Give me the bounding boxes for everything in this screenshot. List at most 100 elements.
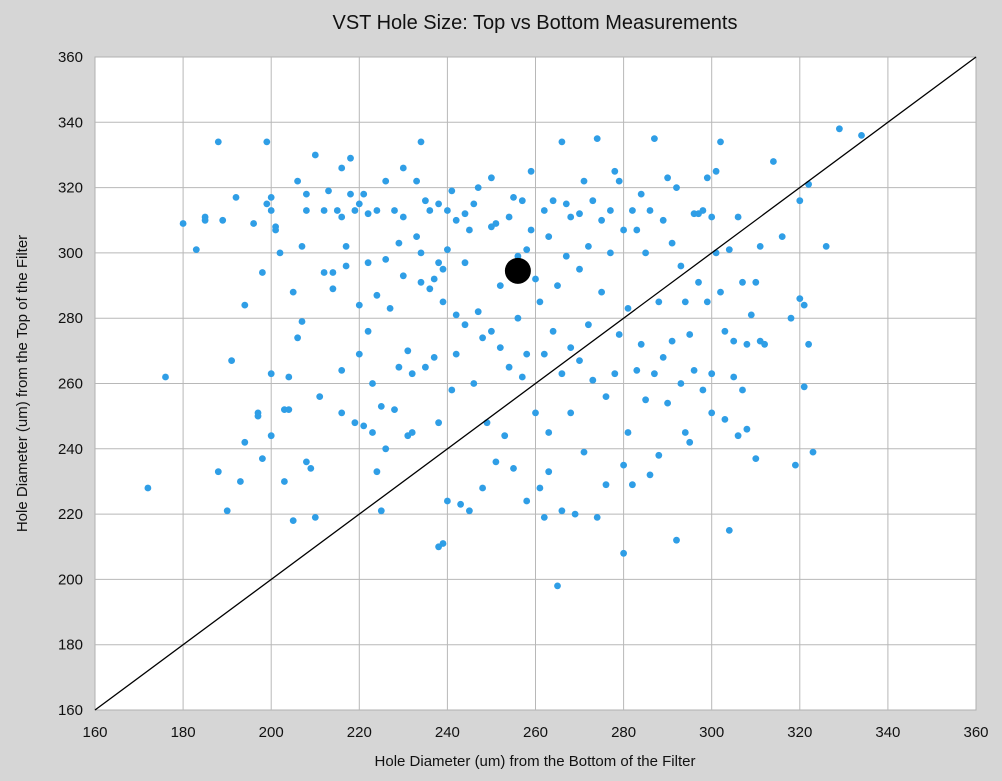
data-points [144,125,865,590]
data-point [690,367,698,374]
data-point [624,305,632,312]
data-point [413,233,420,241]
data-point [721,416,729,423]
data-point [576,210,583,218]
data-point [787,314,795,322]
data-point [642,396,649,404]
data-point [739,278,746,286]
y-tick-label: 220 [58,506,83,523]
data-point [567,409,575,417]
data-point [686,331,694,338]
data-point [219,216,227,224]
data-point [598,216,605,224]
data-point [395,363,403,371]
data-point [360,190,368,198]
data-point [285,373,293,381]
data-point [430,354,438,361]
y-tick-label: 300 [58,245,83,262]
data-point [545,429,553,436]
data-point [466,226,473,234]
data-point [532,409,539,417]
data-point [430,275,438,283]
data-point [276,249,284,257]
data-point [417,249,425,257]
data-point [677,262,685,270]
data-point [307,465,315,472]
data-point [395,239,403,247]
data-point [422,363,429,371]
data-point [325,187,332,195]
data-point [699,207,707,214]
data-point [809,448,817,456]
data-point [673,184,680,192]
data-point [607,249,614,257]
x-tick-label: 340 [875,724,900,741]
data-point [311,151,319,159]
data-point [237,478,244,485]
data-point [822,243,830,250]
data-point [540,207,548,214]
data-point [545,233,553,241]
data-point [492,220,500,227]
data-point [426,207,434,214]
data-point [620,461,627,469]
data-point [637,190,645,198]
x-tick-label: 200 [259,724,284,741]
x-tick-labels: 160 180 200 220 240 260 280 300 320 340 360 [82,724,988,741]
data-point [620,549,627,557]
data-point [364,327,372,335]
data-point [633,367,641,374]
data-point [651,135,658,143]
data-point [664,174,671,182]
data-point [496,282,504,289]
data-point [448,386,456,394]
x-axis-title: Hole Diameter (um) from the Bottom of th… [375,753,696,770]
data-point [602,393,610,400]
data-point [488,327,495,335]
data-point [320,207,328,214]
data-point [267,370,275,378]
data-point [338,367,346,374]
data-point [540,514,548,521]
data-point [444,246,451,254]
data-point [805,180,812,188]
data-point [435,419,442,427]
data-point [510,465,517,472]
data-point [373,207,381,214]
data-point [223,507,231,515]
data-point [589,197,597,205]
data-point [338,164,346,172]
data-point [285,406,293,413]
data-point [752,278,760,286]
data-point [558,370,566,378]
data-point [770,158,777,165]
data-point [360,422,368,430]
data-point [351,419,359,427]
data-point [338,409,346,417]
data-point [501,432,509,440]
data-point [607,207,614,214]
data-point [179,220,187,227]
data-point [214,138,222,146]
data-point [342,262,350,270]
mean-point [504,257,531,284]
data-point [505,213,513,221]
data-point [496,344,504,351]
data-point [611,370,619,378]
x-tick-label: 280 [611,724,636,741]
data-point [399,164,407,172]
data-point [681,429,689,436]
data-point [351,207,359,214]
data-point [267,432,275,440]
data-point [756,243,764,250]
data-point [562,200,570,208]
data-point [668,239,676,247]
data-point [708,213,716,221]
data-point [444,497,451,505]
data-point [580,448,588,456]
data-point [201,213,209,221]
data-point [514,314,522,322]
data-point [263,200,271,208]
data-point [452,311,460,319]
x-tick-label: 180 [171,724,196,741]
